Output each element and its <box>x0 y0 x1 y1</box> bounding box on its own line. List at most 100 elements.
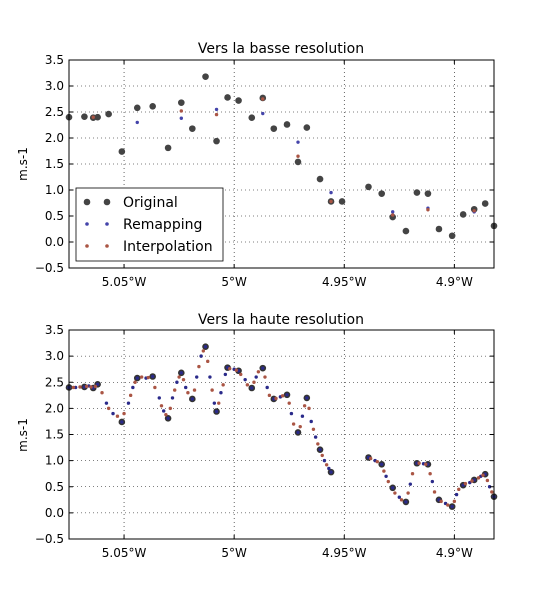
legend-label-remapping: Remapping <box>123 217 202 233</box>
data-point-remapping <box>322 458 327 463</box>
data-point-interpolation <box>406 491 410 495</box>
data-point-interpolation <box>201 349 206 353</box>
data-point-interpolation <box>424 462 428 466</box>
data-point-interpolation <box>159 404 164 408</box>
data-point-original <box>365 183 372 191</box>
data-point-interpolation <box>252 380 256 384</box>
data-point-original <box>164 144 172 152</box>
data-point-interpolation <box>324 463 329 467</box>
data-point-original <box>202 73 209 80</box>
data-point-original <box>424 190 432 197</box>
data-point-interpolation <box>329 199 333 204</box>
data-point-original <box>248 114 256 122</box>
data-point-original <box>435 225 443 233</box>
legend-marker-original <box>83 198 91 206</box>
data-point-interpolation <box>485 478 490 483</box>
data-point-interpolation <box>457 487 461 492</box>
data-point-original <box>459 211 467 218</box>
data-point-remapping <box>329 190 333 195</box>
data-point-original <box>338 198 346 205</box>
data-point-remapping <box>289 411 294 416</box>
data-point-remapping <box>212 401 217 405</box>
data-point-interpolation <box>375 459 379 464</box>
chart-title: Vers la haute resolution <box>198 312 364 328</box>
data-point-remapping <box>285 393 289 397</box>
data-point-remapping <box>250 386 254 390</box>
data-point-interpolation <box>91 115 95 119</box>
data-point-interpolation <box>320 453 324 458</box>
legend-box <box>75 187 224 262</box>
data-point-remapping <box>175 380 179 384</box>
data-point-interpolation <box>172 388 177 392</box>
data-point-interpolation <box>197 364 201 369</box>
y-tick-label: 1.0 <box>45 454 64 468</box>
data-point-remapping <box>243 377 247 382</box>
y-tick-label: −0.5 <box>35 532 64 546</box>
data-point-remapping <box>131 385 135 390</box>
data-point-remapping <box>450 504 454 509</box>
data-point-remapping <box>261 366 265 370</box>
y-tick-label: 0.0 <box>45 235 64 249</box>
legend-label-original: Original <box>123 195 178 211</box>
data-point-interpolation <box>274 396 278 401</box>
data-point-interpolation <box>267 393 272 398</box>
y-tick-label: 0.5 <box>45 209 64 223</box>
data-point-remapping <box>404 500 408 504</box>
data-point-remapping <box>157 396 161 400</box>
data-point-interpolation <box>481 473 485 477</box>
data-point-interpolation <box>139 375 144 379</box>
legend-marker-original <box>103 198 111 206</box>
data-point-remapping <box>208 375 212 379</box>
data-point-interpolation <box>261 97 265 101</box>
data-point-interpolation <box>428 471 432 476</box>
y-tick-label: 2.5 <box>45 105 64 119</box>
data-point-original <box>378 190 385 197</box>
y-tick-label: 2.5 <box>45 375 64 389</box>
data-point-remapping <box>261 111 265 116</box>
data-point-remapping <box>296 140 300 144</box>
data-point-remapping <box>111 411 115 416</box>
data-point-original <box>235 97 242 104</box>
data-point-interpolation <box>177 375 181 379</box>
data-point-interpolation <box>393 491 397 495</box>
data-point-original <box>118 148 126 155</box>
y-tick-label: −0.5 <box>35 261 64 275</box>
data-point-interpolation <box>93 384 98 389</box>
data-points <box>65 73 498 240</box>
data-point-interpolation <box>296 154 300 158</box>
data-point-remapping <box>95 382 100 387</box>
data-point-interpolation <box>122 411 126 416</box>
data-point-interpolation <box>214 112 219 117</box>
data-point-remapping <box>391 210 395 214</box>
data-point-original <box>224 94 231 101</box>
data-point-interpolation <box>316 442 320 446</box>
data-point-remapping <box>195 375 199 379</box>
data-point-remapping <box>166 416 170 421</box>
data-point-interpolation <box>192 388 197 392</box>
data-point-remapping <box>408 482 413 486</box>
data-point-interpolation <box>206 359 210 364</box>
data-point-original <box>178 99 185 106</box>
x-tick-label: 5.05°W <box>102 275 147 289</box>
data-point-remapping <box>214 107 219 112</box>
data-point-original <box>316 175 324 183</box>
y-tick-label: 3.5 <box>45 323 64 337</box>
data-point-original <box>413 189 421 196</box>
data-point-interpolation <box>153 385 157 390</box>
data-point-interpolation <box>239 372 243 377</box>
data-point-interpolation <box>245 383 250 387</box>
data-point-remapping <box>135 120 139 125</box>
y-tick-label: 3.0 <box>45 79 64 93</box>
data-point-remapping <box>391 486 395 490</box>
y-tick-label: 2.0 <box>45 401 64 415</box>
data-point-interpolation <box>133 380 137 384</box>
data-point-remapping <box>430 479 435 484</box>
data-point-interpolation <box>210 388 214 392</box>
data-point-interpolation <box>168 406 172 411</box>
grid <box>69 330 494 539</box>
data-point-original <box>213 137 220 145</box>
data-point-interpolation <box>164 412 168 417</box>
data-point-interpolation <box>221 383 225 387</box>
data-point-interpolation <box>181 377 186 382</box>
legend-marker-interpolation <box>85 244 89 248</box>
